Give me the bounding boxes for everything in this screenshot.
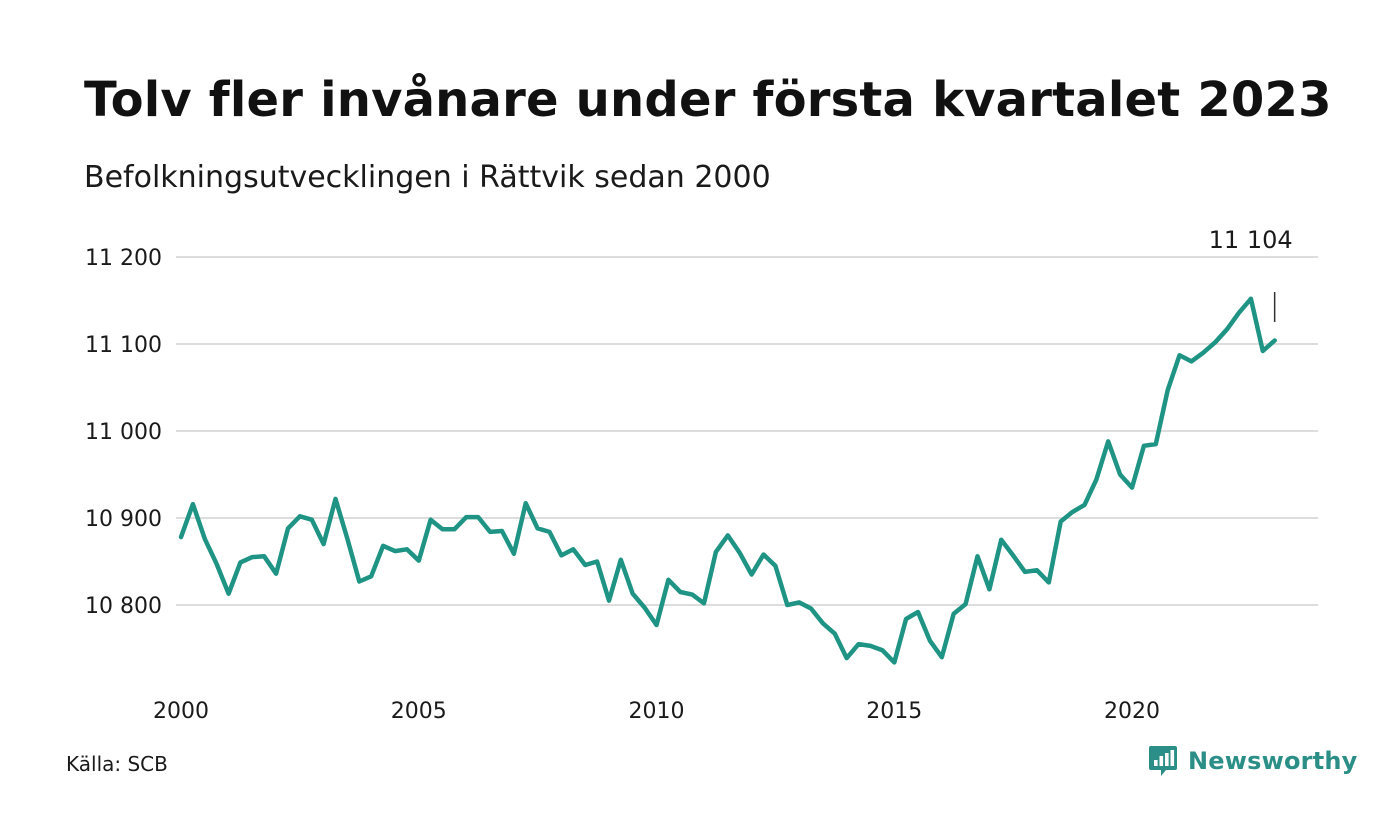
chart-subtitle: Befolkningsutvecklingen i Rättvik sedan … — [84, 160, 771, 195]
y-tick-label: 10 900 — [85, 507, 162, 532]
gridlines — [176, 256, 1318, 606]
annotations: 11 104 — [1209, 226, 1293, 322]
y-tick-label: 11 000 — [85, 420, 162, 445]
source-note: Källa: SCB — [66, 752, 168, 776]
x-axis-ticks: 2000 2005 2010 2015 2020 — [153, 699, 1160, 724]
y-tick-label: 10 800 — [85, 594, 162, 619]
newsworthy-logo-icon — [1149, 746, 1177, 776]
series-line-0 — [178, 296, 1277, 665]
series-layer — [178, 296, 1277, 665]
x-tick-label: 2020 — [1104, 699, 1160, 724]
x-tick-label: 2010 — [629, 699, 685, 724]
brand-logo: Newsworthy — [1148, 744, 1358, 778]
x-tick-label: 2015 — [866, 699, 922, 724]
x-tick-label: 2005 — [391, 699, 447, 724]
annotation-label: 11 104 — [1209, 226, 1293, 254]
x-tick-label: 2000 — [153, 699, 209, 724]
y-tick-label: 11 100 — [85, 333, 162, 358]
y-tick-label: 11 200 — [85, 246, 162, 271]
brand-name: Newsworthy — [1188, 747, 1358, 775]
chart-title: Tolv fler invånare under första kvartale… — [84, 72, 1332, 128]
y-axis-ticks: 10 800 10 900 11 000 11 100 11 200 — [85, 246, 162, 619]
